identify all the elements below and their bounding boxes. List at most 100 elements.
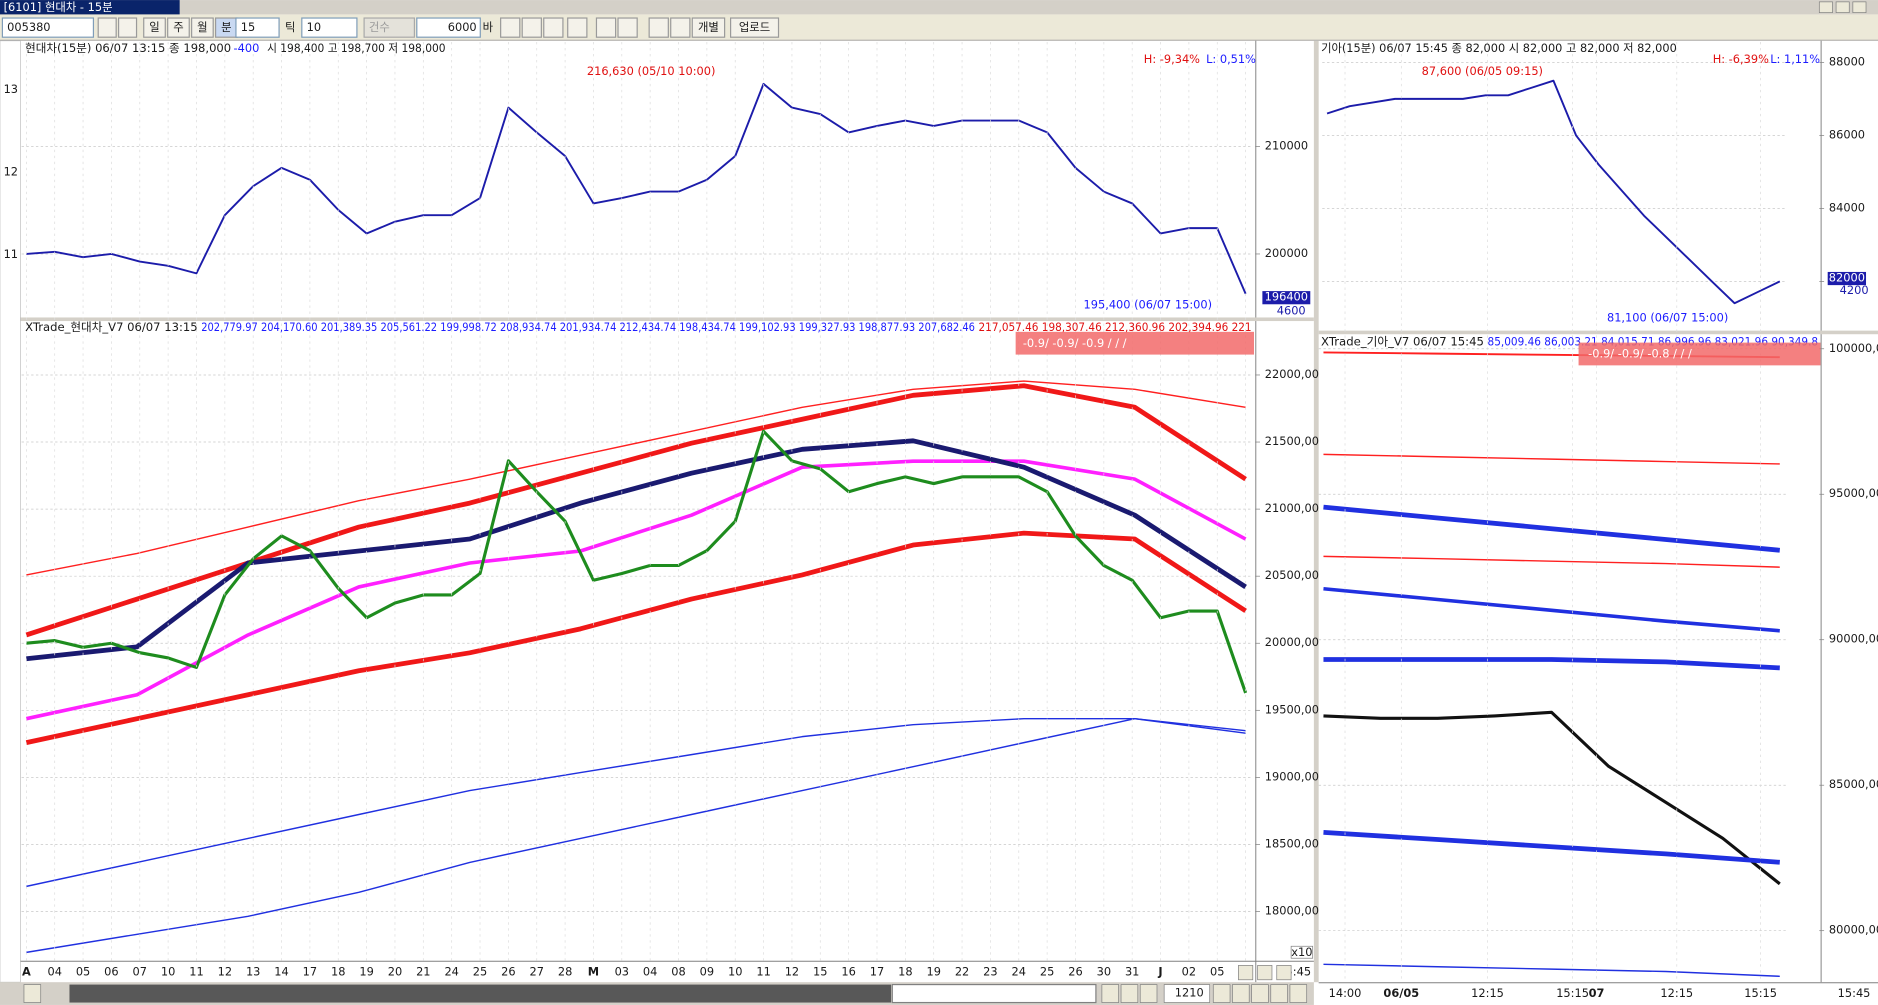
x-tick-label: 21 — [416, 965, 430, 979]
series-line — [1323, 504, 1781, 553]
individual-button[interactable] — [691, 17, 726, 38]
pane-change: -400 — [234, 41, 260, 55]
x-tick-label: 11 — [189, 965, 203, 979]
search-button[interactable] — [117, 17, 138, 38]
y-tick-label: 18500,00 — [1265, 836, 1319, 850]
y-tick-label: 21000,00 — [1265, 501, 1319, 515]
y-tick-label: 90000,00 — [1829, 632, 1878, 646]
scroll-thumb[interactable] — [891, 983, 1097, 1004]
time-label: 06/05 — [1383, 986, 1419, 1000]
time-label: 12:15 — [1471, 986, 1504, 1000]
tick-select[interactable] — [301, 17, 358, 38]
signal: -0.9/ -0.9/ -0.9 / / / — [1023, 336, 1127, 350]
period-label: 월 — [197, 20, 207, 34]
panel-divider — [1313, 40, 1319, 983]
y-tick-label: 19000,00 — [1265, 769, 1319, 783]
y-tick-label: 20500,00 — [1265, 568, 1319, 582]
readout-red: 217,057.46 198,307.46 212,360.96 202,394… — [979, 320, 1252, 334]
scroll-button[interactable] — [1101, 984, 1120, 1003]
x-tick-label: 17 — [303, 965, 317, 979]
x-tick-label: M — [588, 965, 599, 979]
tool-icon[interactable] — [670, 17, 691, 38]
series-line — [25, 459, 1247, 721]
y-tick-label: 22000,00 — [1265, 367, 1319, 381]
tool-icon[interactable] — [543, 17, 564, 38]
tool-icon[interactable] — [648, 17, 669, 38]
upload-button[interactable] — [730, 17, 780, 38]
pane-header: XTrade_현대차_V7 06/07 13:15 — [25, 320, 197, 334]
edge-label: 12 — [4, 165, 18, 179]
period-label: 주 — [173, 20, 183, 34]
x-tick-label: 05 — [76, 965, 90, 979]
upload-label: 업로드 — [739, 20, 770, 34]
pane-header: 현대차(15분) 06/07 13:15 종 198,000 — [25, 41, 231, 55]
series-line — [1323, 453, 1780, 465]
series-line — [26, 438, 1247, 662]
signal: -0.9/ -0.9/ -0.8 / / / — [1588, 347, 1692, 361]
nav-button[interactable] — [1212, 984, 1231, 1003]
window-button[interactable] — [1852, 1, 1867, 13]
signal-box — [1015, 331, 1254, 355]
title-active — [0, 0, 180, 15]
scroll-button[interactable] — [23, 984, 42, 1003]
y-tick-label: 80000,00 — [1829, 923, 1878, 937]
scroll-track — [69, 984, 892, 1003]
axis-tool[interactable] — [1238, 965, 1254, 981]
nav-button[interactable] — [1289, 984, 1308, 1003]
axis-tool[interactable] — [1257, 965, 1273, 981]
count-input[interactable] — [416, 17, 481, 38]
tick-value: 10 — [307, 20, 321, 34]
period-button[interactable] — [191, 17, 214, 38]
series-line — [1326, 79, 1781, 305]
x-tick-label: 12 — [785, 965, 799, 979]
count-select[interactable] — [363, 17, 416, 38]
series-line — [25, 383, 1247, 638]
window-button[interactable] — [1818, 1, 1833, 13]
series-line — [1323, 555, 1780, 568]
period-button[interactable] — [167, 17, 190, 38]
time-label: 15:15 — [1556, 986, 1589, 1000]
tool-icon[interactable] — [617, 17, 638, 38]
zoom-box[interactable] — [1163, 984, 1211, 1003]
x-unit: x10 — [1291, 945, 1312, 959]
nav-button[interactable] — [1251, 984, 1269, 1003]
nav-button[interactable] — [1232, 984, 1250, 1003]
scroll-button[interactable] — [1120, 984, 1139, 1003]
period-button[interactable] — [143, 17, 166, 38]
series-line — [1323, 963, 1780, 978]
x-tick-label: 19 — [926, 965, 940, 979]
x-tick-label: 18 — [898, 965, 912, 979]
title-bar — [0, 0, 1878, 15]
tool-icon[interactable] — [567, 17, 588, 38]
pane-header: 기아(15분) 06/07 15:45 종 82,000 시 82,000 고 … — [1321, 41, 1677, 55]
x-tick-label: 20 — [388, 965, 402, 979]
scroll-button[interactable] — [1139, 984, 1158, 1003]
x-tick-label: 11 — [756, 965, 770, 979]
x-tick-label: 16 — [841, 965, 855, 979]
x-tick-label: 07 — [133, 965, 147, 979]
x-tick-label: J — [1157, 965, 1162, 979]
x-tick-label: 10 — [161, 965, 175, 979]
x-tick-label: 05 — [1210, 965, 1224, 979]
x-tick-label: 27 — [530, 965, 544, 979]
nav-button[interactable] — [1270, 984, 1288, 1003]
window-button[interactable] — [1835, 1, 1850, 13]
x-tick-label: 17 — [870, 965, 884, 979]
x-tick-label: 04 — [643, 965, 657, 979]
signal-box — [1578, 342, 1821, 366]
y-tick-label: 84000 — [1829, 200, 1865, 214]
axis-tool[interactable] — [1276, 965, 1292, 981]
code-input[interactable] — [1, 17, 95, 38]
series-line — [1323, 710, 1781, 886]
period-label: 일 — [149, 20, 159, 34]
series-line — [1323, 586, 1780, 633]
annotation: 216,630 (05/10 10:00) — [587, 64, 716, 78]
tool-icon[interactable] — [595, 17, 617, 38]
tool-icon[interactable] — [500, 17, 521, 38]
y-tick-label: 95000,00 — [1829, 486, 1878, 500]
tool-icon[interactable] — [521, 17, 542, 38]
search-button[interactable] — [97, 17, 117, 38]
interval-select[interactable] — [235, 17, 280, 38]
bar-label: 바 — [483, 20, 494, 34]
